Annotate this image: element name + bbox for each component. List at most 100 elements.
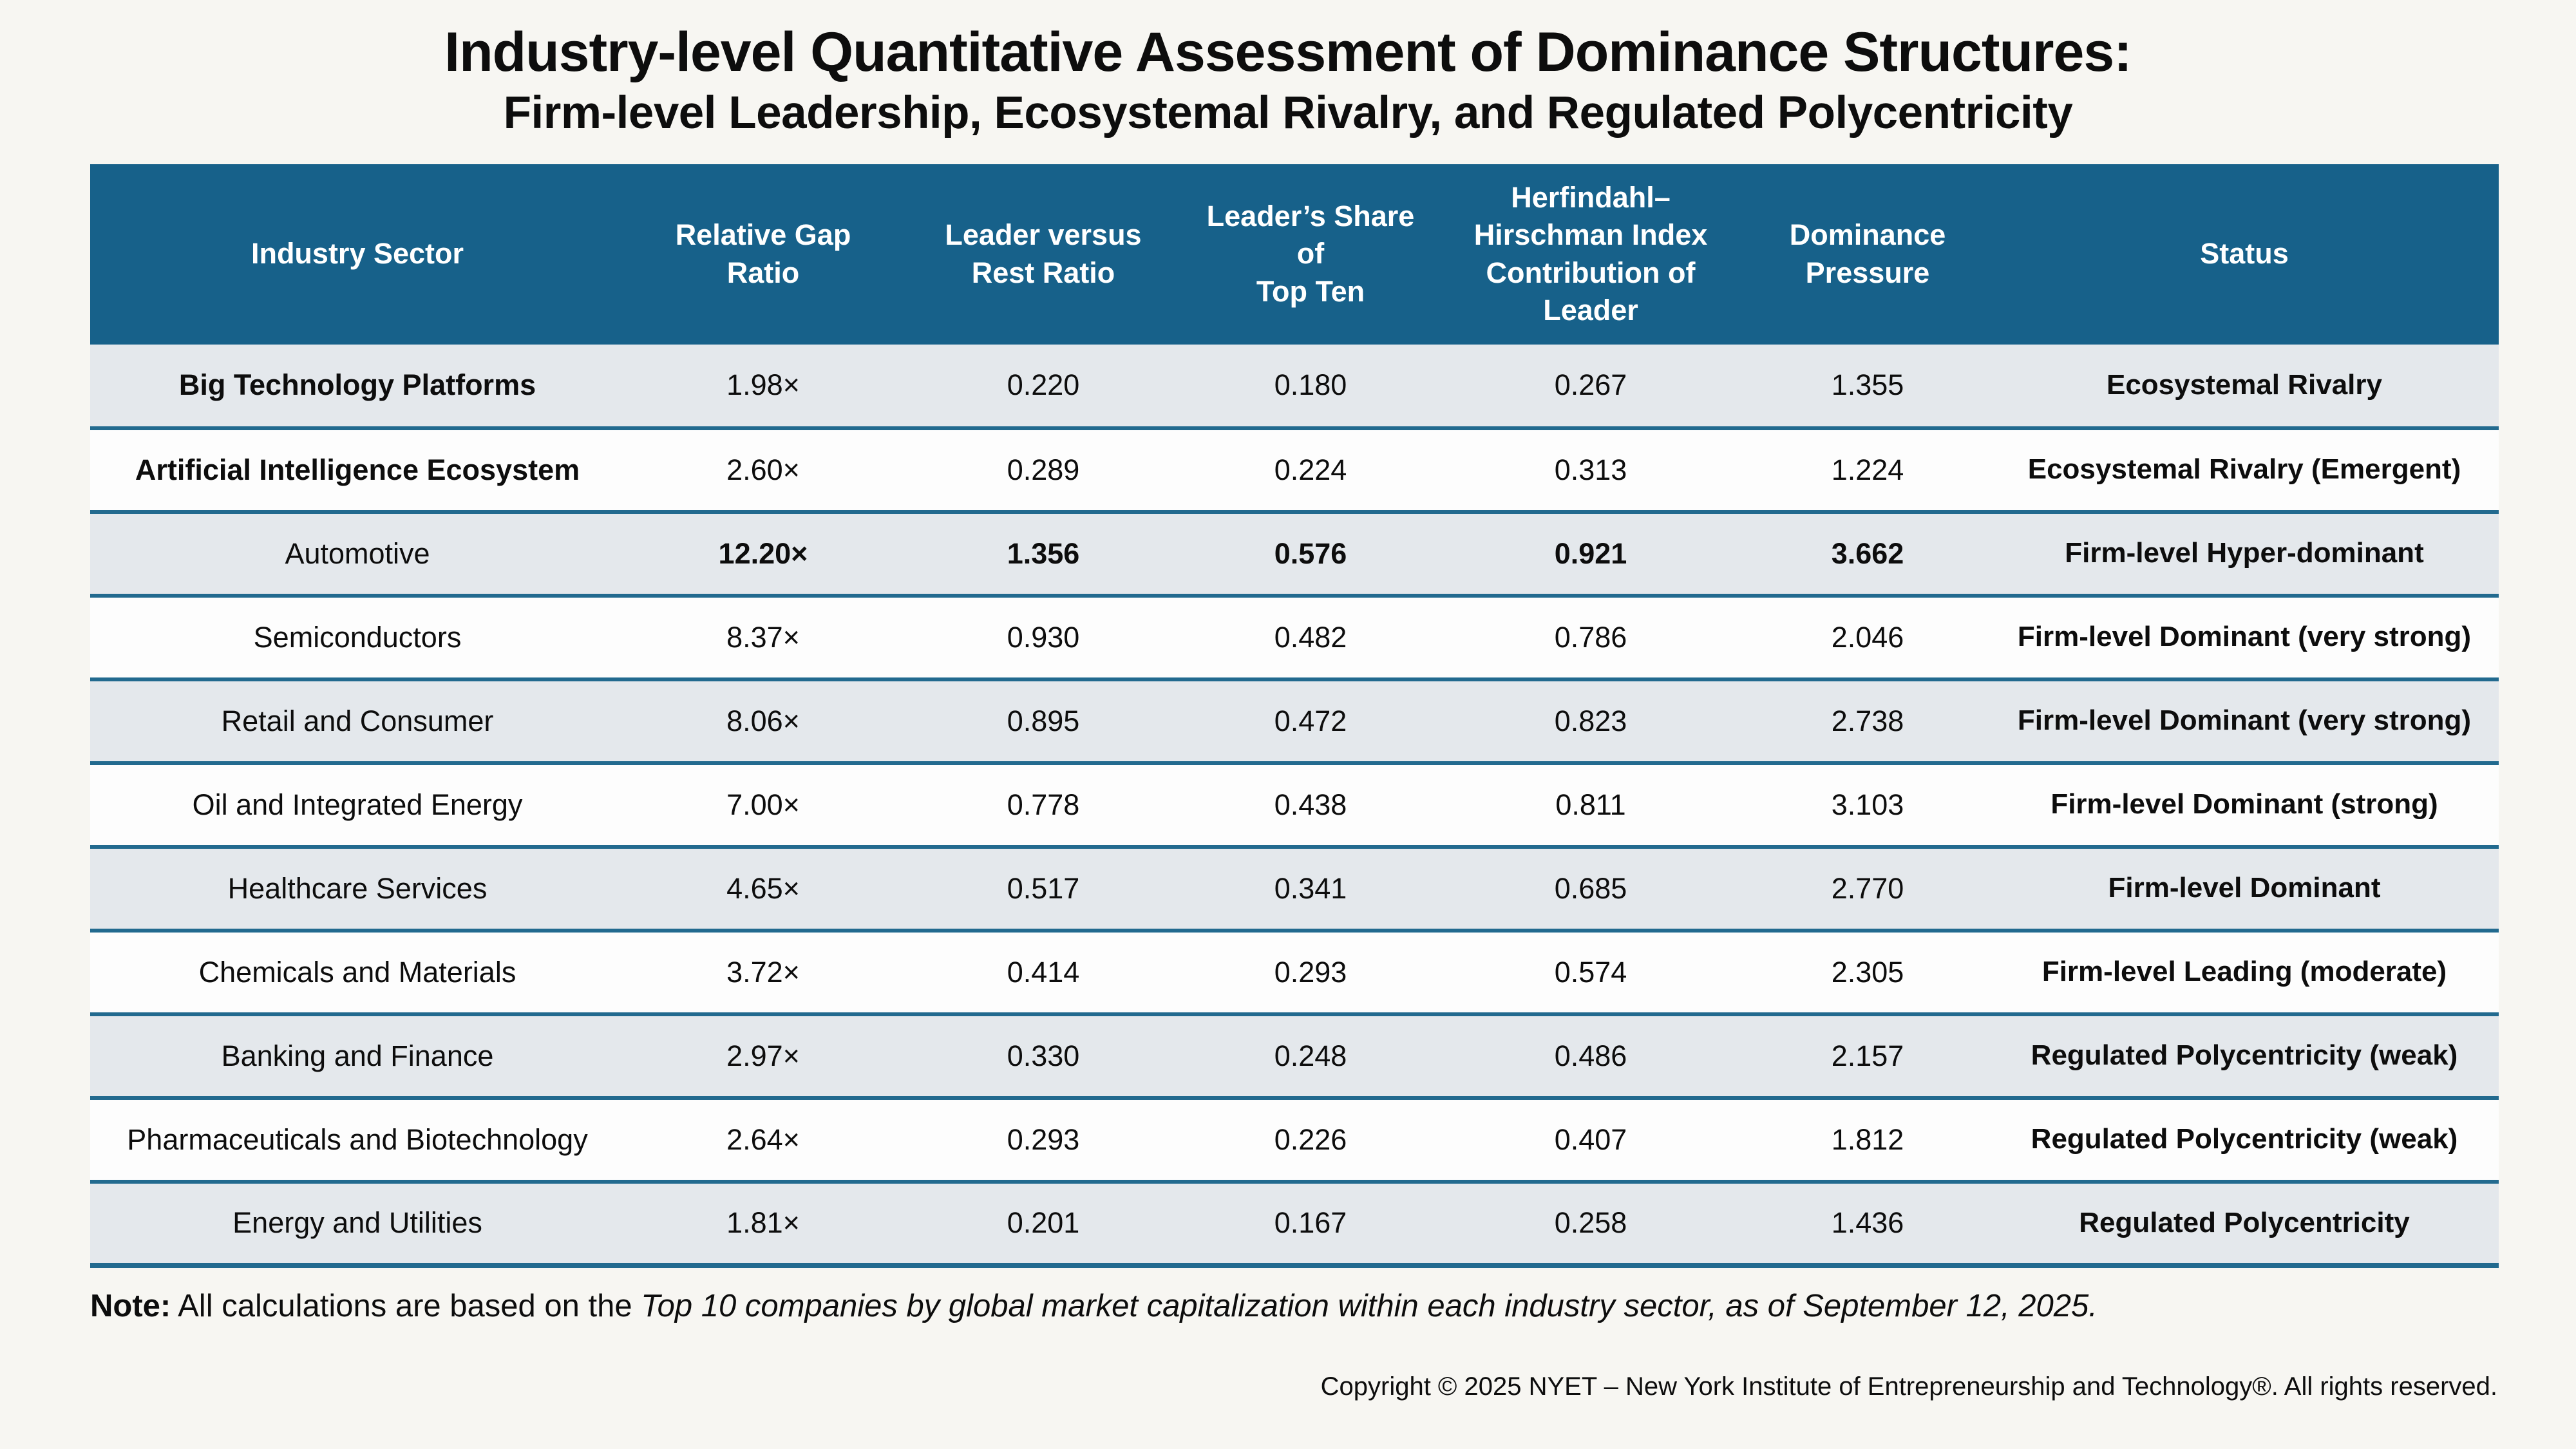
cell-relative-gap: 8.37×: [726, 620, 800, 654]
cell-sector: Banking and Finance: [221, 1039, 494, 1072]
cell-sector: Energy and Utilities: [232, 1206, 482, 1240]
cell-leader-vs-rest: 0.930: [1007, 620, 1080, 654]
col-header-status: Status: [1990, 164, 2499, 345]
page-title: Industry-level Quantitative Assessment o…: [444, 21, 2132, 83]
table-row-healthcare-services: Healthcare Services 4.65× 0.517 0.341 0.…: [90, 846, 2499, 931]
cell-dominance-pressure: 1.355: [1831, 368, 1904, 402]
cell-relative-gap: 1.98×: [726, 368, 800, 402]
cell-status: Firm-level Dominant (very strong): [2017, 621, 2472, 653]
cell-status: Firm-level Hyper-dominant: [2065, 537, 2424, 569]
cell-hhi-leader: 0.823: [1554, 704, 1627, 737]
cell-dominance-pressure: 3.662: [1831, 536, 1904, 570]
cell-dominance-pressure: 3.103: [1831, 788, 1904, 821]
cell-status: Ecosystemal Rivalry (Emergent): [2027, 453, 2461, 486]
cell-sector: Pharmaceuticals and Biotechnology: [127, 1122, 588, 1156]
cell-hhi-leader: 0.486: [1554, 1039, 1627, 1072]
cell-share-top-ten: 0.226: [1274, 1122, 1347, 1156]
cell-relative-gap: 7.00×: [726, 788, 800, 821]
header-row: Industry Sector Relative Gap Ratio Leade…: [90, 164, 2499, 345]
col-header-leader-versus-rest-ratio: Leader versus Rest Ratio: [902, 164, 1185, 345]
col-header-hhi-contribution-of-leader: Herfindahl– Hirschman Index Contribution…: [1436, 164, 1745, 345]
table-row-energy-and-utilities: Energy and Utilities 1.81× 0.201 0.167 0…: [90, 1181, 2499, 1265]
cell-status: Firm-level Dominant: [2108, 872, 2381, 904]
cell-sector: Retail and Consumer: [221, 704, 494, 737]
cell-share-top-ten: 0.224: [1274, 453, 1347, 486]
cell-hhi-leader: 0.685: [1554, 871, 1627, 905]
cell-relative-gap: 8.06×: [726, 704, 800, 737]
cell-sector: Oil and Integrated Energy: [192, 788, 523, 821]
cell-leader-vs-rest: 0.330: [1007, 1039, 1080, 1072]
cell-dominance-pressure: 2.738: [1831, 704, 1904, 737]
footnote-label: Note:: [90, 1288, 171, 1323]
table-row-artificial-intelligence-ecosystem: Artificial Intelligence Ecosystem 2.60× …: [90, 428, 2499, 512]
cell-dominance-pressure: 2.305: [1831, 955, 1904, 989]
table-row-automotive: Automotive 12.20× 1.356 0.576 0.921 3.66…: [90, 511, 2499, 596]
cell-sector: Automotive: [285, 536, 430, 570]
cell-hhi-leader: 0.313: [1554, 453, 1627, 486]
cell-status: Regulated Polycentricity (weak): [2031, 1123, 2458, 1155]
table-header: Industry Sector Relative Gap Ratio Leade…: [90, 164, 2499, 345]
cell-hhi-leader: 0.407: [1554, 1122, 1627, 1156]
cell-share-top-ten: 0.248: [1274, 1039, 1347, 1072]
cell-sector: Healthcare Services: [227, 871, 488, 905]
cell-share-top-ten: 0.167: [1274, 1206, 1347, 1240]
cell-share-top-ten: 0.341: [1274, 871, 1347, 905]
cell-status: Firm-level Dominant (very strong): [2017, 705, 2472, 737]
cell-leader-vs-rest: 0.293: [1007, 1122, 1080, 1156]
cell-leader-vs-rest: 1.356: [1007, 536, 1080, 570]
cell-share-top-ten: 0.180: [1274, 368, 1347, 402]
cell-dominance-pressure: 2.770: [1831, 871, 1904, 905]
cell-relative-gap: 2.64×: [726, 1122, 800, 1156]
cell-status: Ecosystemal Rivalry: [2106, 368, 2383, 401]
cell-relative-gap: 4.65×: [726, 871, 800, 905]
cell-relative-gap: 1.81×: [726, 1206, 800, 1240]
cell-share-top-ten: 0.293: [1274, 955, 1347, 989]
cell-status: Regulated Polycentricity (weak): [2031, 1039, 2458, 1072]
cell-dominance-pressure: 2.046: [1831, 620, 1904, 654]
col-header-leaders-share-of-top-ten: Leader’s Share of Top Ten: [1185, 164, 1436, 345]
cell-sector: Big Technology Platforms: [178, 368, 536, 402]
cell-dominance-pressure: 1.436: [1831, 1206, 1904, 1240]
cell-dominance-pressure: 1.812: [1831, 1122, 1904, 1156]
footnote-text: All calculations are based on the: [171, 1288, 641, 1323]
cell-status: Regulated Polycentricity: [2079, 1206, 2410, 1238]
table-body: Big Technology Platforms 1.98× 0.220 0.1…: [90, 344, 2499, 1265]
cell-leader-vs-rest: 0.289: [1007, 453, 1080, 486]
table-row-chemicals-and-materials: Chemicals and Materials 3.72× 0.414 0.29…: [90, 930, 2499, 1014]
cell-status: Firm-level Dominant (strong): [2050, 788, 2438, 820]
table-row-semiconductors: Semiconductors 8.37× 0.930 0.482 0.786 2…: [90, 595, 2499, 679]
cell-sector: Artificial Intelligence Ecosystem: [135, 453, 580, 486]
table-row-retail-and-consumer: Retail and Consumer 8.06× 0.895 0.472 0.…: [90, 679, 2499, 763]
copyright-line: Copyright © 2025 NYET – New York Institu…: [1320, 1372, 2497, 1401]
cell-leader-vs-rest: 0.895: [1007, 704, 1080, 737]
cell-dominance-pressure: 2.157: [1831, 1039, 1904, 1072]
cell-leader-vs-rest: 0.414: [1007, 955, 1080, 989]
footnote-italic-text: Top 10 companies by global market capita…: [641, 1288, 2098, 1323]
cell-dominance-pressure: 1.224: [1831, 453, 1904, 486]
cell-leader-vs-rest: 0.220: [1007, 368, 1080, 402]
table-row-big-technology-platforms: Big Technology Platforms 1.98× 0.220 0.1…: [90, 344, 2499, 428]
cell-hhi-leader: 0.574: [1554, 955, 1627, 989]
cell-hhi-leader: 0.811: [1555, 788, 1626, 821]
cell-share-top-ten: 0.482: [1274, 620, 1347, 654]
cell-share-top-ten: 0.438: [1274, 788, 1347, 821]
page-subtitle: Firm-level Leadership, Ecosystemal Rival…: [503, 87, 2073, 138]
cell-status: Firm-level Leading (moderate): [2041, 956, 2447, 988]
cell-hhi-leader: 0.258: [1554, 1206, 1627, 1240]
cell-relative-gap: 2.97×: [726, 1039, 800, 1072]
dominance-table: Industry Sector Relative Gap Ratio Leade…: [90, 164, 2499, 1268]
cell-leader-vs-rest: 0.778: [1007, 788, 1080, 821]
cell-share-top-ten: 0.576: [1274, 536, 1347, 570]
cell-sector: Chemicals and Materials: [198, 955, 516, 989]
col-header-dominance-pressure: Dominance Pressure: [1745, 164, 1990, 345]
col-header-industry-sector: Industry Sector: [90, 164, 625, 345]
table-row-pharmaceuticals-and-biotechnology: Pharmaceuticals and Biotechnology 2.64× …: [90, 1097, 2499, 1182]
col-header-relative-gap-ratio: Relative Gap Ratio: [625, 164, 902, 345]
cell-share-top-ten: 0.472: [1274, 704, 1347, 737]
footnote: Note: All calculations are based on the …: [90, 1287, 2496, 1325]
cell-leader-vs-rest: 0.201: [1007, 1206, 1080, 1240]
cell-hhi-leader: 0.786: [1554, 620, 1627, 654]
table-row-banking-and-finance: Banking and Finance 2.97× 0.330 0.248 0.…: [90, 1014, 2499, 1098]
cell-hhi-leader: 0.921: [1554, 536, 1627, 570]
